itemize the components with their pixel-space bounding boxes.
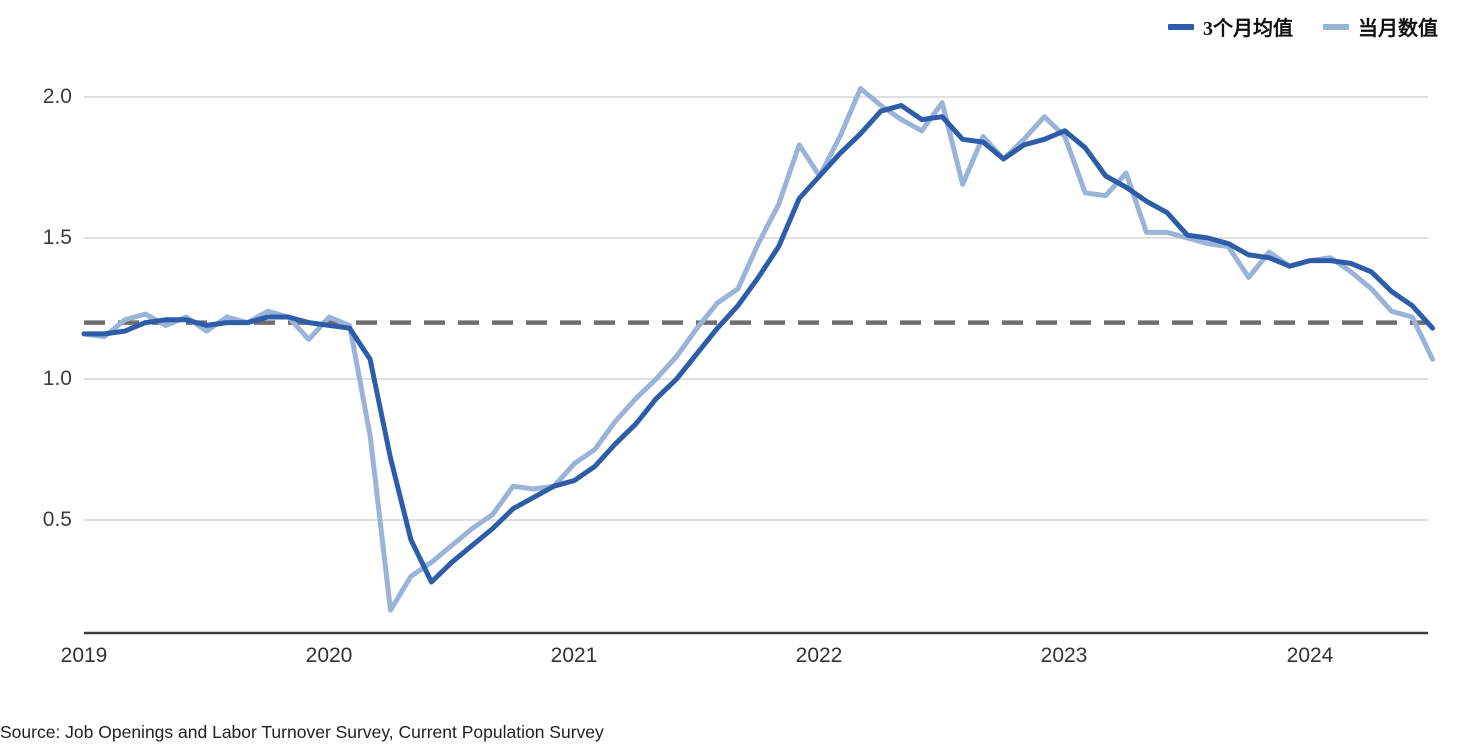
y-tick-label-0-5: 0.5 bbox=[42, 508, 72, 531]
x-tick-label-2020: 2020 bbox=[305, 644, 353, 667]
legend-item-monthly-value: 当月数值 bbox=[1323, 12, 1438, 41]
source-note: Source: Job Openings and Labor Turnover … bbox=[0, 722, 604, 742]
y-tick-label-1-5: 1.5 bbox=[42, 226, 72, 249]
y-tick-label-2-0: 2.0 bbox=[42, 85, 72, 108]
x-tick-label-2021: 2021 bbox=[550, 644, 598, 667]
x-tick-label-2019: 2019 bbox=[60, 644, 108, 667]
legend-label-3mo-average: 3个月均值 bbox=[1203, 18, 1293, 40]
legend-swatch-monthly-value-icon bbox=[1323, 23, 1349, 30]
legend-item-3mo-average: 3个月均值 bbox=[1168, 12, 1293, 41]
legend-label-monthly-value: 当月数值 bbox=[1358, 18, 1438, 40]
legend: 3个月均值 当月数值 bbox=[1168, 12, 1438, 41]
x-tick-label-2022: 2022 bbox=[795, 644, 843, 667]
x-tick-label-2023: 2023 bbox=[1040, 644, 1088, 667]
legend-swatch-3mo-average-icon bbox=[1168, 23, 1194, 30]
x-tick-label-2024: 2024 bbox=[1286, 644, 1334, 667]
y-tick-label-1-0: 1.0 bbox=[42, 367, 72, 390]
